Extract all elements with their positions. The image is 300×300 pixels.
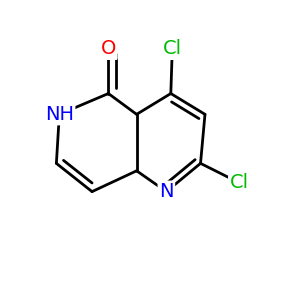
Text: Cl: Cl [163, 39, 182, 58]
Text: N: N [159, 182, 174, 201]
Text: Cl: Cl [230, 173, 249, 192]
Text: NH: NH [45, 105, 74, 124]
Text: O: O [101, 39, 116, 58]
